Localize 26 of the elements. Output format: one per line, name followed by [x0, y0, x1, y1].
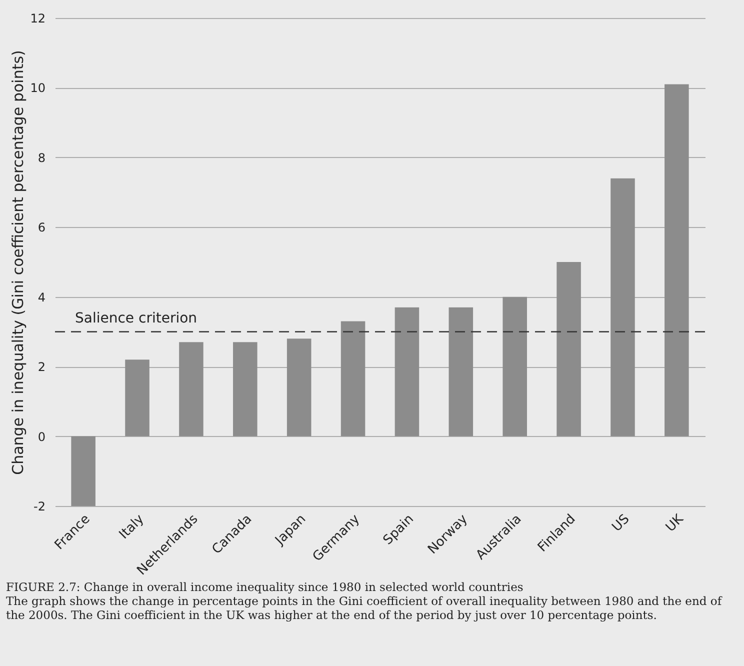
y-tick-label: 2	[38, 360, 46, 374]
bar	[71, 436, 96, 506]
text: The graph shows the change in percentage points in the Gini coefficient of overall inequality between 1980 and the end of the 2000s. The Gini coefficient in the UK was higher at the end of the period by just over 10 percentage points.	[6, 594, 724, 622]
y-tick-label: 10	[30, 81, 46, 96]
y-tick-label: 6	[38, 220, 46, 235]
bar	[233, 342, 258, 436]
y-tick-label: -2	[34, 500, 46, 514]
y-tick-label: 4	[38, 290, 46, 304]
bar	[610, 178, 635, 436]
x-tick-label: US	[609, 512, 633, 535]
bar	[394, 307, 420, 436]
y-tick-label: 0	[38, 430, 46, 444]
y-tick-label: 12	[30, 12, 46, 26]
bar	[125, 360, 150, 436]
y-tick-label: 8	[38, 150, 46, 165]
bar	[448, 307, 474, 436]
bar	[286, 338, 312, 436]
bar	[502, 296, 527, 436]
bar	[664, 84, 689, 436]
y-axis-title: Change in inequality (Gini coefficient percentage points)	[9, 50, 28, 475]
ref-line-label: Salience criterion	[75, 310, 198, 327]
bar	[556, 262, 581, 436]
bar	[179, 342, 204, 436]
bar	[340, 321, 366, 436]
x-tick-label: UK	[663, 511, 687, 536]
caption: FIGURE 2.7: Change in overall income inequality since 1980 in selected world countries	[6, 580, 524, 594]
